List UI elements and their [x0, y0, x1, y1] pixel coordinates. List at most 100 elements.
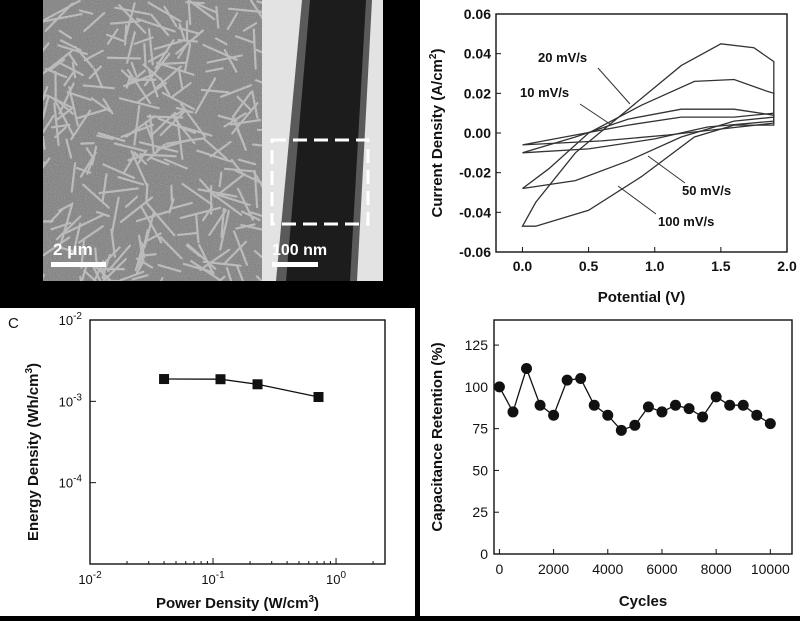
data-point [507, 406, 518, 417]
x-tick-label: 8000 [701, 561, 732, 577]
data-point [697, 411, 708, 422]
data-point [656, 406, 667, 417]
y-tick-label: 0 [480, 546, 488, 562]
x-tick-label: 100 [326, 570, 346, 587]
x-axis-label: Power Density (W/cm3) [156, 594, 319, 612]
x-tick-label: 10-2 [78, 570, 102, 587]
data-point [724, 400, 735, 411]
tem-image: 100 nm [262, 0, 383, 281]
tick-base: 10 [59, 394, 73, 409]
tem-scale-label: 100 nm [272, 242, 327, 259]
y-axis-label: Energy Density (Wh/cm3) [24, 363, 42, 541]
cv-curve-100mvs [523, 44, 774, 226]
data-point [589, 400, 600, 411]
data-point [670, 400, 681, 411]
y-axis-label-tail: ) [25, 363, 42, 368]
sem-image-panel: 2 μm [43, 0, 262, 281]
y-tick-label: -0.04 [459, 204, 491, 220]
cv-curve-20mvs [523, 109, 774, 153]
sem-scale-label: 2 μm [53, 240, 93, 259]
tick-exponent: -2 [93, 570, 102, 581]
data-point [738, 400, 749, 411]
y-axis-label: Current Density (A/cm2) [428, 49, 446, 218]
tick-base: 10 [59, 313, 73, 328]
y-tick-label: 100 [465, 379, 489, 395]
data-point [521, 363, 532, 374]
annotation-pointer [618, 186, 656, 214]
data-point [548, 410, 559, 421]
cv-annotation: 20 mV/s [538, 50, 587, 65]
x-axis-label: Cycles [619, 593, 667, 610]
y-tick-label: 25 [472, 504, 488, 520]
y-tick-label: 0.02 [464, 85, 491, 101]
sem-image: 2 μm [43, 0, 262, 281]
y-tick-label: 75 [472, 421, 488, 437]
data-point [535, 400, 546, 411]
y-tick-label: 125 [465, 337, 489, 353]
y-tick-label: 10-2 [59, 311, 83, 328]
tick-exponent: -3 [73, 392, 82, 403]
y-axis-label-main: Current Density (A/cm [429, 59, 446, 217]
y-tick-label: -0.06 [459, 244, 491, 260]
y-tick-label: 0.00 [464, 125, 491, 141]
data-point [494, 381, 505, 392]
data-point [711, 391, 722, 402]
x-tick-label: 10000 [751, 561, 790, 577]
y-tick-label: 50 [472, 462, 488, 478]
annotation-pointer [648, 156, 685, 183]
x-tick-label: 0 [496, 561, 504, 577]
plot-frame [90, 320, 385, 564]
tick-exponent: -2 [73, 311, 82, 322]
x-axis-label-main: Power Density (W/cm [156, 595, 309, 612]
y-axis-label-main: Energy Density (Wh/cm [25, 374, 42, 542]
tick-exponent: 0 [340, 570, 346, 581]
y-axis-label: Capacitance Retention (%) [429, 342, 446, 531]
annotation-pointer [580, 104, 610, 124]
ragone-line [164, 379, 318, 397]
x-tick-label: 6000 [646, 561, 677, 577]
data-point [562, 375, 573, 386]
y-tick-label: -0.02 [459, 165, 491, 181]
y-tick-label: 10-3 [59, 392, 83, 409]
tick-base: 10 [201, 572, 215, 587]
y-axis-label-tail: ) [429, 49, 446, 54]
data-point [643, 401, 654, 412]
x-tick-label: 2.0 [777, 258, 797, 274]
data-point [575, 373, 586, 384]
x-tick-label: 1.0 [645, 258, 665, 274]
data-point [751, 410, 762, 421]
panel-label: C [8, 315, 19, 332]
plot-frame [494, 320, 792, 554]
x-tick-label: 2000 [538, 561, 569, 577]
x-tick-label: 1.5 [711, 258, 731, 274]
sem-scale-bar [51, 262, 106, 267]
x-tick-label: 10-1 [201, 570, 225, 587]
y-tick-label: 10-4 [59, 474, 83, 491]
tick-exponent: -4 [73, 474, 82, 485]
data-point [765, 418, 776, 429]
y-tick-label: 0.04 [464, 46, 491, 62]
tick-base: 10 [59, 476, 73, 491]
x-axis-label: Potential (V) [598, 289, 686, 306]
x-axis-label-tail: ) [314, 595, 319, 612]
tem-scale-bar [272, 262, 318, 267]
data-point [684, 403, 695, 414]
data-point [215, 374, 225, 384]
data-point [159, 374, 169, 384]
annotation-pointer [598, 68, 630, 104]
cv-annotation: 50 mV/s [682, 183, 731, 198]
data-point [616, 425, 627, 436]
tem-image-panel: 100 nm [262, 0, 383, 281]
cv-annotation: 100 mV/s [658, 214, 714, 229]
data-point [253, 379, 263, 389]
data-point [629, 420, 640, 431]
x-tick-label: 0.5 [579, 258, 599, 274]
cv-annotation: 10 mV/s [520, 85, 569, 100]
tick-exponent: -1 [216, 570, 225, 581]
